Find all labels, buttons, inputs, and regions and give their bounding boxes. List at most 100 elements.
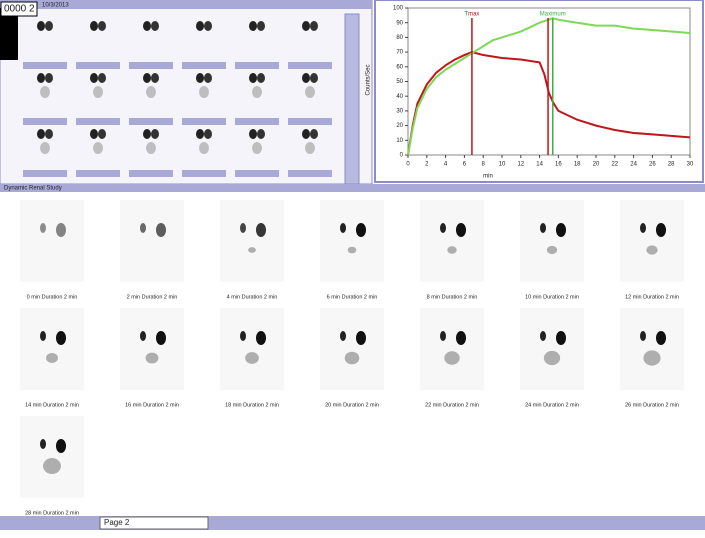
frame-caption: 8 min Duration 2 min [427,294,478,300]
thumb-blob [204,129,212,139]
y-tick-label: 60 [396,64,403,70]
y-tick-label: 80 [396,35,403,41]
thumb-label [288,170,332,177]
thumb-blob [196,21,204,31]
thumb-label [129,118,173,125]
thumb-label [182,170,226,177]
frame-caption: 18 min Duration 2 min [225,402,279,408]
y-tick-label: 20 [396,123,403,129]
screen: 0000 2 10/3/2013 Counts/Sec min 01020304… [0,0,705,538]
kidney [540,331,546,341]
frame-image [320,308,384,390]
kidney [140,331,146,341]
x-tick-label: 28 [668,162,675,168]
thumb-blob [37,21,45,31]
date: 10/3/2013 [42,3,69,9]
thumb-blob [151,21,159,31]
thumb-label [288,62,332,69]
thumb-label [182,62,226,69]
y-tick-label: 30 [396,108,403,114]
kidney [40,223,46,233]
y-tick-label: 100 [393,6,404,12]
page-text: Page 2 [104,518,130,527]
kidney [656,223,666,237]
thumb-blob [90,21,98,31]
kidney [640,223,646,233]
thumb-blob [93,142,103,154]
frame-image [220,308,284,390]
thumb-blob [45,21,53,31]
thumb-blob [257,73,265,83]
thumb-blob [151,73,159,83]
kidney [656,331,666,345]
thumb-blob [204,21,212,31]
thumb-blob [302,129,310,139]
frame-image [420,308,484,390]
thumb-label [129,170,173,177]
thumb-blob [90,73,98,83]
kidney [56,439,66,453]
thumb-blob [45,73,53,83]
thumb-blob [40,142,50,154]
thumb-blob [37,129,45,139]
thumb-label [235,118,279,125]
frame-image [220,200,284,282]
thumb-blob [40,86,50,98]
x-tick-label: 16 [555,162,562,168]
thumb-blob [98,129,106,139]
kidney [140,223,146,233]
thumb-blob [196,73,204,83]
kidney [40,331,46,341]
x-tick-label: 26 [649,162,656,168]
thumb-label [76,170,120,177]
y-axis-label: Counts/Sec [366,64,372,95]
x-tick-label: 18 [574,162,581,168]
bladder [444,351,459,364]
frame-image [20,308,84,390]
y-tick-label: 70 [396,50,403,56]
bladder [43,458,61,474]
x-tick-label: 14 [536,162,543,168]
thumb-blob [90,129,98,139]
frame-caption: 16 min Duration 2 min [125,402,179,408]
frame-caption: 0 min Duration 2 min [27,294,78,300]
thumb-blob [204,73,212,83]
kidney [456,331,466,345]
kidney [456,223,466,237]
frame-image [520,200,584,282]
frame-caption: 2 min Duration 2 min [127,294,178,300]
frame-caption: 22 min Duration 2 min [425,402,479,408]
thumb-label [23,62,67,69]
kidney [440,331,446,341]
kidney [356,223,366,237]
thumb-blob [45,129,53,139]
bladder [146,353,159,364]
y-tick-label: 10 [396,138,403,144]
thumb-blob [199,86,209,98]
section-bar [0,184,705,192]
thumb-blob [305,142,315,154]
thumb-blob [98,21,106,31]
thumb-label [129,62,173,69]
bladder [248,247,256,253]
thumb-blob [257,129,265,139]
thumb-blob [146,142,156,154]
marker-label: Maximum [540,12,566,18]
marker-label: Tmax [464,12,479,18]
bladder [643,350,660,365]
x-tick-label: 10 [499,162,506,168]
frame-caption: 4 min Duration 2 min [227,294,278,300]
thumb-blob [302,21,310,31]
kidney [340,331,346,341]
y-tick-label: 40 [396,94,403,100]
thumb-blob [37,73,45,83]
thumb-blob [146,86,156,98]
bladder [447,246,456,253]
thumb-label [288,118,332,125]
bladder [348,247,357,254]
thumb-blob [199,142,209,154]
frame-image [520,308,584,390]
thumb-blob [143,21,151,31]
x-tick-label: 30 [687,162,694,168]
kidney [440,223,446,233]
